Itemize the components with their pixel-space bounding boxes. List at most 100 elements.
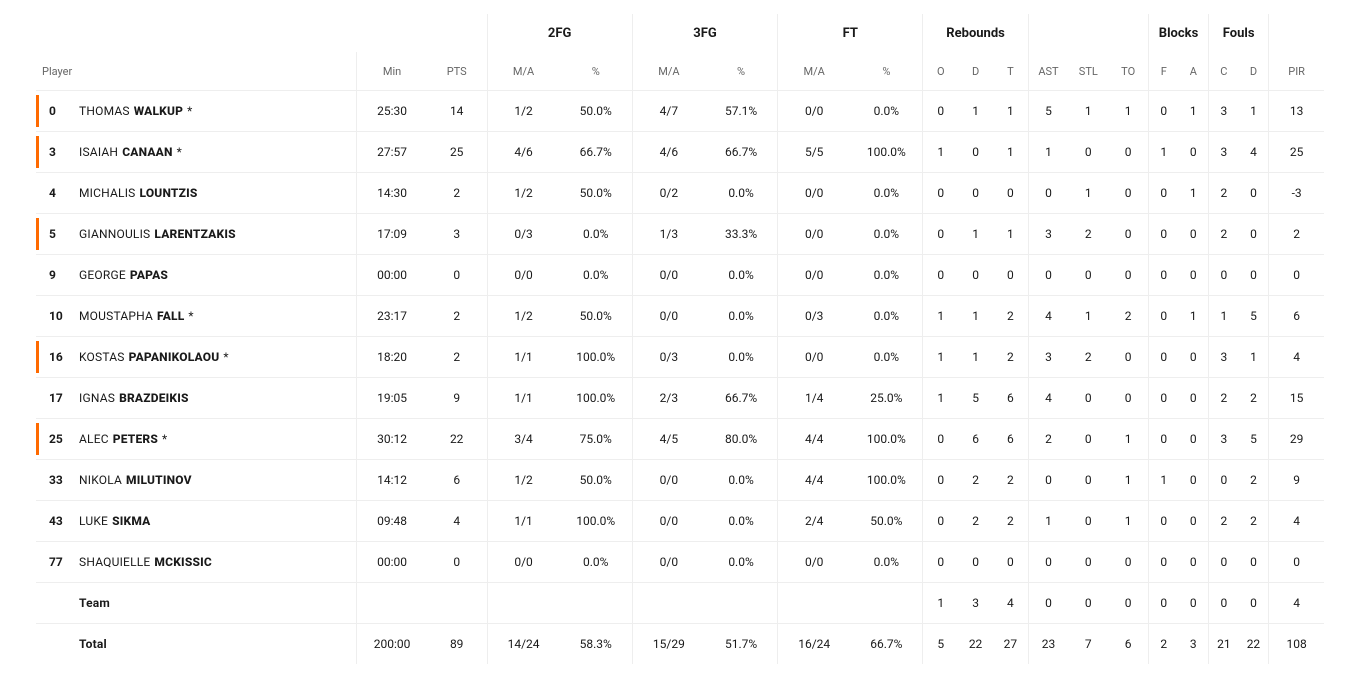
cell-min: 25:30 [357,91,427,132]
cell-reb-o: 0 [923,255,958,296]
player-cell[interactable]: 0THOMASWALKUP* [36,91,357,132]
col-3fg-ma[interactable]: M/A [632,52,705,91]
player-row[interactable]: 16KOSTASPAPANIKOLAOU*18:2021/1100.0%0/30… [36,337,1324,378]
cell-blk-a: 1 [1179,91,1209,132]
cell-blk-f: 1 [1148,460,1178,501]
cell-reb-t: 0 [993,255,1028,296]
col-ft-ma[interactable]: M/A [778,52,851,91]
col-min[interactable]: Min [357,52,427,91]
cell-foul-c: 0 [1209,583,1239,624]
cell-3fg-pct: 0.0% [705,501,778,542]
cell-3fg-ma: 0/3 [632,337,705,378]
col-2fg-ma[interactable]: M/A [487,52,560,91]
cell-foul-c: 2 [1209,378,1239,419]
col-pir[interactable]: PIR [1269,52,1324,91]
player-cell[interactable]: 25ALECPETERS* [36,419,357,460]
cell-ast: 4 [1028,378,1068,419]
player-row[interactable]: 0THOMASWALKUP*25:30141/250.0%4/757.1%0/0… [36,91,1324,132]
player-row[interactable]: 43LUKESIKMA09:4841/1100.0%0/00.0%2/450.0… [36,501,1324,542]
cell-foul-d: 1 [1239,91,1269,132]
cell-2fg-pct: 0.0% [560,542,633,583]
player-cell[interactable]: 5GIANNOULISLARENTZAKIS [36,214,357,255]
col-reb-t[interactable]: T [993,52,1028,91]
cell-2fg-ma: 0/0 [487,255,560,296]
col-reb-o[interactable]: O [923,52,958,91]
player-cell[interactable]: 9GEORGEPAPAS [36,255,357,296]
cell-reb-t: 0 [993,542,1028,583]
cell-pir: 4 [1269,583,1324,624]
cell-to: 0 [1108,378,1148,419]
player-name: KOSTASPAPANIKOLAOU* [79,350,229,364]
cell-reb-o: 0 [923,419,958,460]
player-row[interactable]: 9GEORGEPAPAS00:0000/00.0%0/00.0%0/00.0%0… [36,255,1324,296]
player-cell[interactable]: 4MICHALISLOUNTZIS [36,173,357,214]
cell-ft-pct: 100.0% [850,132,923,173]
cell-3fg-pct: 0.0% [705,173,778,214]
cell-blk-f: 1 [1148,132,1178,173]
player-row[interactable]: 4MICHALISLOUNTZIS14:3021/250.0%0/20.0%0/… [36,173,1324,214]
player-row[interactable]: 25ALECPETERS*30:12223/475.0%4/580.0%4/41… [36,419,1324,460]
cell-reb-d: 2 [958,460,993,501]
player-cell[interactable]: 33NIKOLAMILUTINOV [36,460,357,501]
cell-pir: 4 [1269,337,1324,378]
player-cell[interactable]: 3ISAIAHCANAAN* [36,132,357,173]
jersey-number: 4 [49,186,69,200]
cell-ft-ma: 2/4 [778,501,851,542]
col-blk-a[interactable]: A [1179,52,1209,91]
player-row[interactable]: 77SHAQUIELLEMCKISSIC00:0000/00.0%0/00.0%… [36,542,1324,583]
cell-2fg-ma: 0/0 [487,542,560,583]
cell-foul-d: 2 [1239,378,1269,419]
cell-to: 1 [1108,419,1148,460]
cell-2fg-pct: 50.0% [560,173,633,214]
cell-foul-c: 3 [1209,132,1239,173]
player-cell[interactable]: 17IGNASBRAZDEIKIS [36,378,357,419]
col-to[interactable]: TO [1108,52,1148,91]
oncourt-marker [36,382,39,414]
cell-reb-o: 0 [923,501,958,542]
col-pts[interactable]: PTS [427,52,487,91]
player-name: SHAQUIELLEMCKISSIC [79,555,212,569]
player-cell[interactable]: 43LUKESIKMA [36,501,357,542]
col-blk-f[interactable]: F [1148,52,1178,91]
cell-ast: 0 [1028,255,1068,296]
col-2fg-pct[interactable]: % [560,52,633,91]
cell-pts: 14 [427,91,487,132]
cell-foul-c: 0 [1209,542,1239,583]
cell-pir: 13 [1269,91,1324,132]
col-ft-pct[interactable]: % [850,52,923,91]
player-row[interactable]: 5GIANNOULISLARENTZAKIS17:0930/30.0%1/333… [36,214,1324,255]
cell-2fg-ma: 1/2 [487,91,560,132]
player-cell[interactable]: 16KOSTASPAPANIKOLAOU* [36,337,357,378]
player-row[interactable]: 10MOUSTAPHAFALL*23:1721/250.0%0/00.0%0/3… [36,296,1324,337]
col-reb-d[interactable]: D [958,52,993,91]
player-row[interactable]: 3ISAIAHCANAAN*27:57254/666.7%4/666.7%5/5… [36,132,1324,173]
col-stl[interactable]: STL [1068,52,1108,91]
cell-3fg-pct: 66.7% [705,132,778,173]
col-3fg-pct[interactable]: % [705,52,778,91]
cell-3fg-ma: 4/7 [632,91,705,132]
cell-3fg-pct: 33.3% [705,214,778,255]
cell-reb-d: 22 [958,624,993,665]
cell-blk-f: 0 [1148,296,1178,337]
col-foul-d[interactable]: D [1239,52,1269,91]
cell-pir: 6 [1269,296,1324,337]
player-name: ISAIAHCANAAN* [79,145,182,159]
cell-min [357,583,427,624]
player-cell[interactable]: 10MOUSTAPHAFALL* [36,296,357,337]
cell-2fg-pct: 75.0% [560,419,633,460]
col-foul-c[interactable]: C [1209,52,1239,91]
jersey-number: 5 [49,227,69,241]
cell-ast: 5 [1028,91,1068,132]
col-ast[interactable]: AST [1028,52,1068,91]
cell-stl: 2 [1068,337,1108,378]
cell-reb-o: 1 [923,583,958,624]
starter-mark: * [188,309,193,323]
cell-3fg-ma: 15/29 [632,624,705,665]
boxscore-body: 0THOMASWALKUP*25:30141/250.0%4/757.1%0/0… [36,91,1324,665]
player-row[interactable]: 17IGNASBRAZDEIKIS19:0591/1100.0%2/366.7%… [36,378,1324,419]
cell-blk-f: 0 [1148,542,1178,583]
col-player[interactable]: Player [36,52,357,91]
player-cell[interactable]: 77SHAQUIELLEMCKISSIC [36,542,357,583]
player-row[interactable]: 33NIKOLAMILUTINOV14:1261/250.0%0/00.0%4/… [36,460,1324,501]
cell-to: 0 [1108,132,1148,173]
